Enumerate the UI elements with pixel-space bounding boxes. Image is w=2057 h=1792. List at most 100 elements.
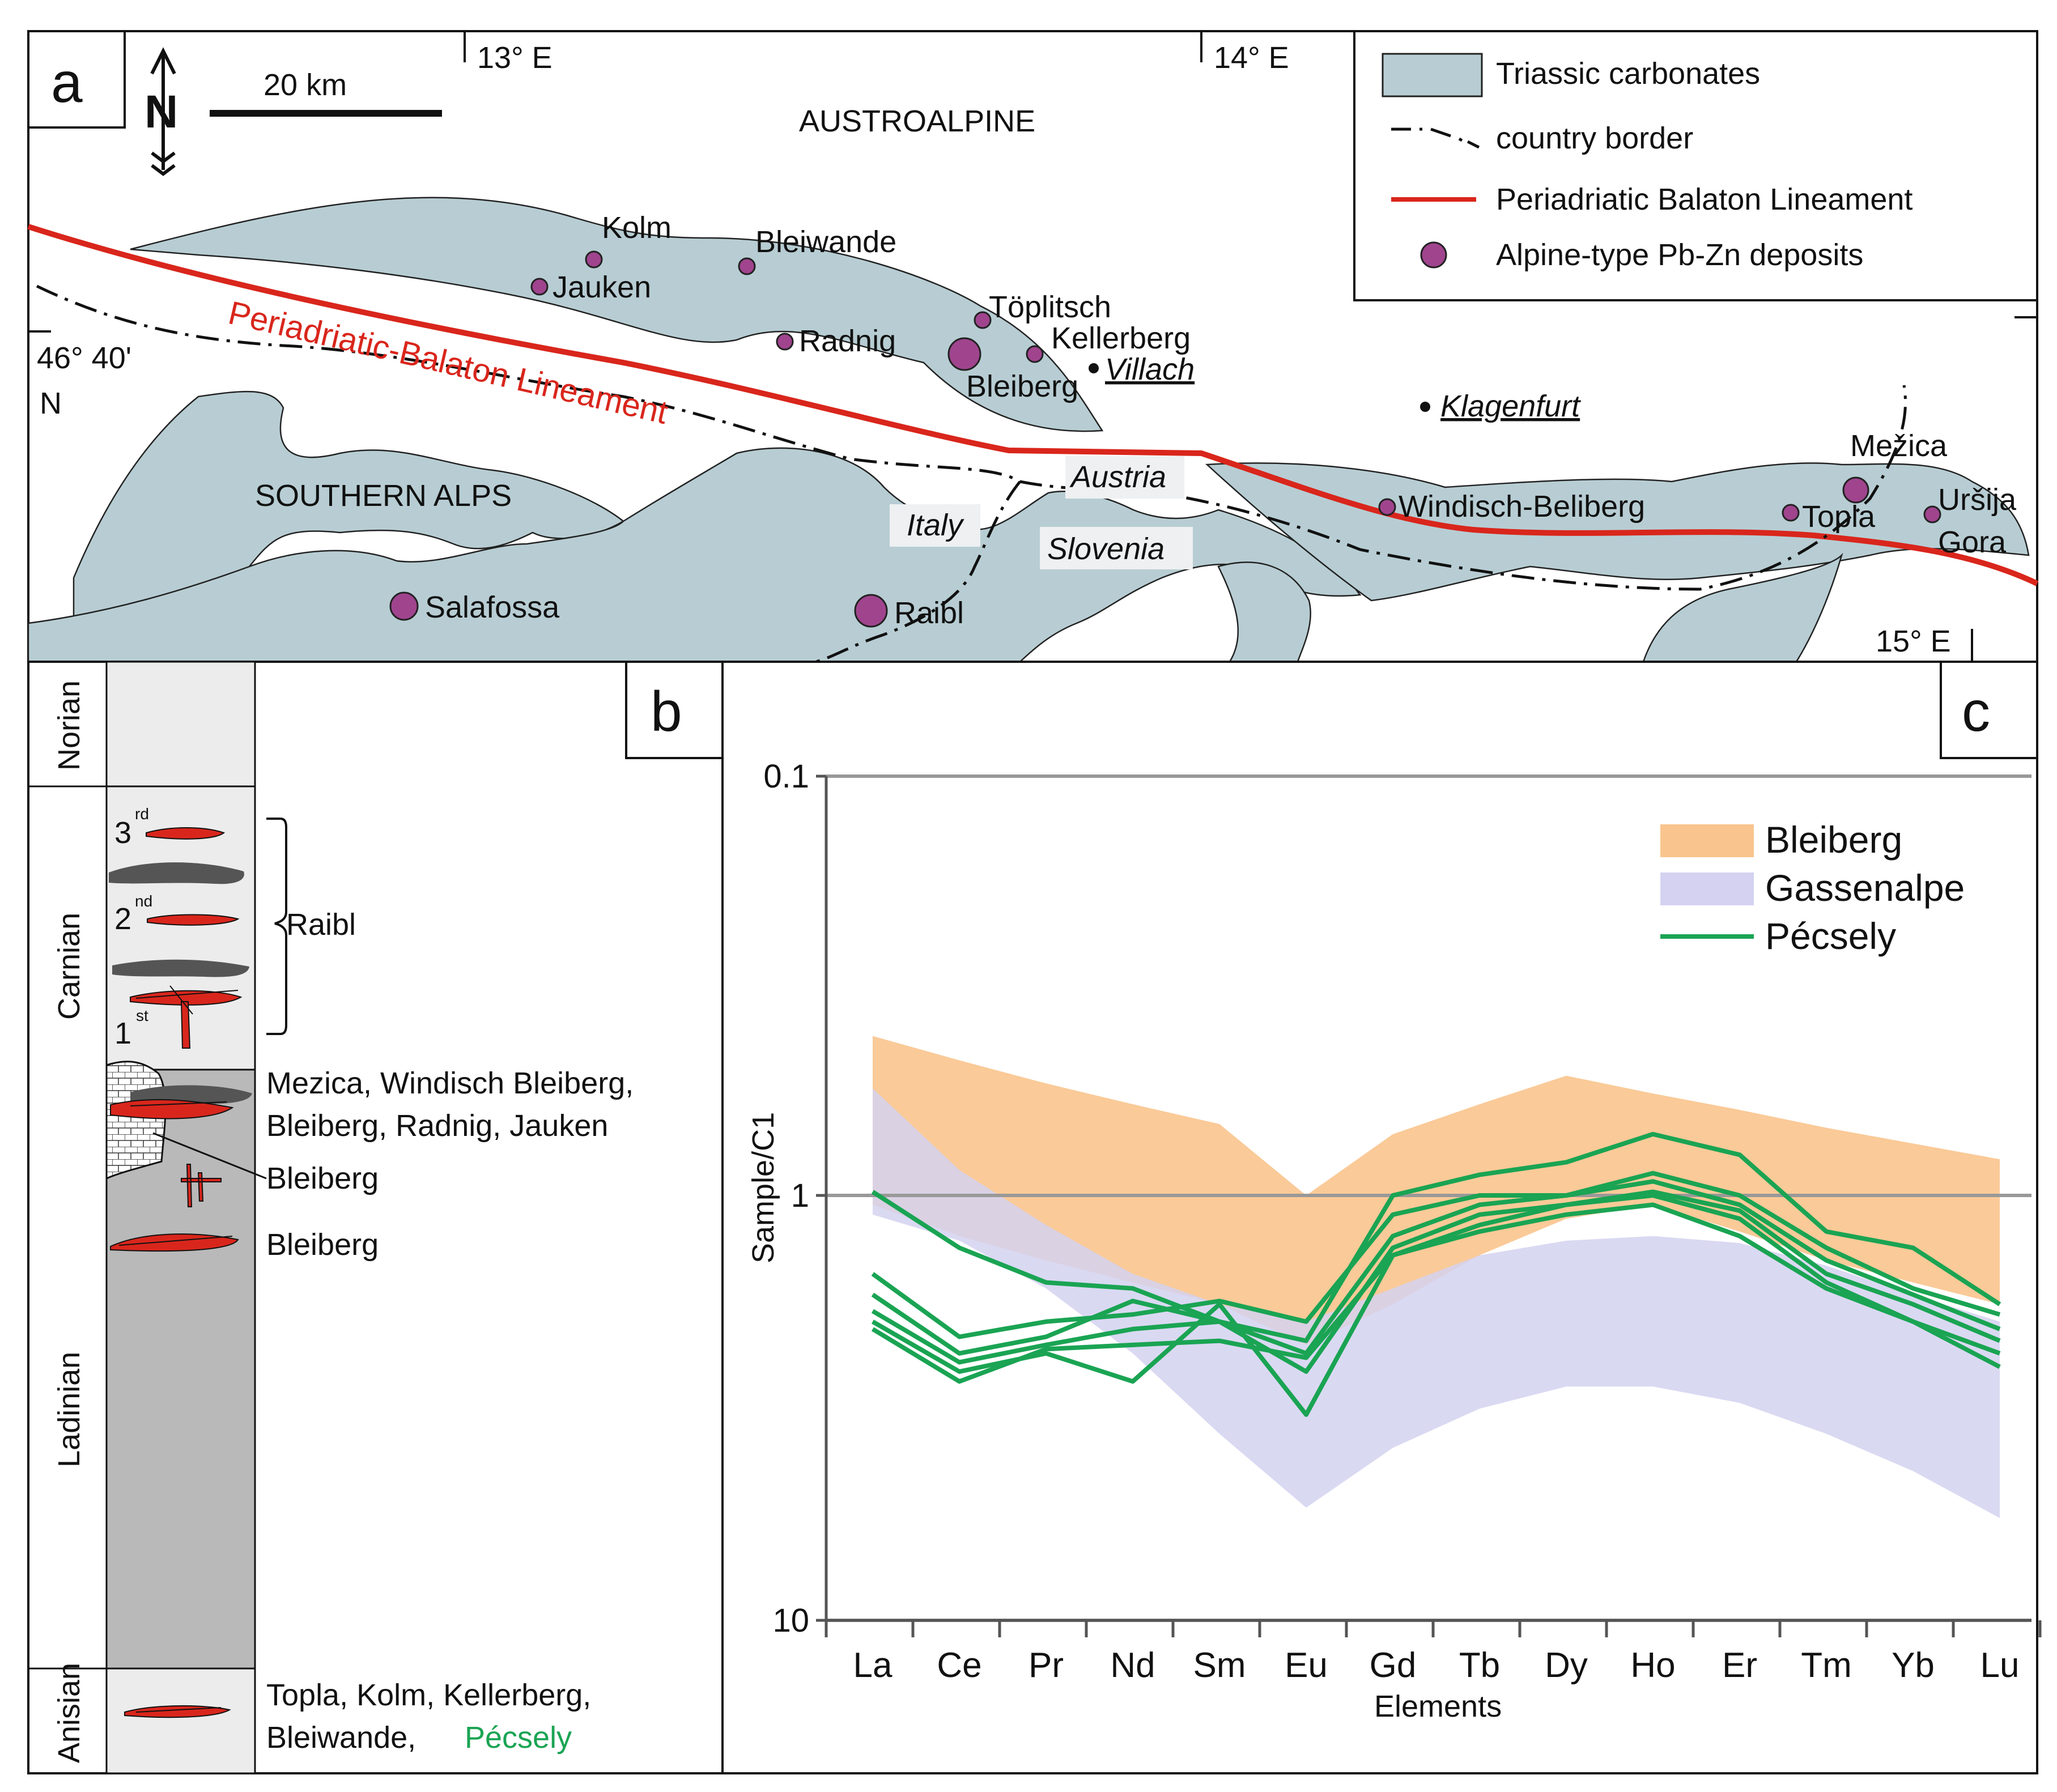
raibl-label: Raibl [286,908,356,942]
horizon-3-suffix: rd [135,805,149,823]
deposit-salafossa: Salafossa [425,590,560,624]
x-tick-label-dy: Dy [1545,1646,1588,1685]
x-tick-label-yb: Yb [1892,1646,1935,1685]
chart-legend: Bleiberg Gassenalpe Pécsely [1660,819,1965,957]
border-austria-italy [36,284,1907,591]
deposit-jauken: Jauken [552,270,651,304]
label-mezica-group-1: Mezica, Windisch Bleiberg, [266,1066,634,1100]
deposit-salafossa-marker [389,591,419,621]
y-tick-label-2: 10 [772,1602,809,1639]
ore-vein-1st [180,1001,191,1049]
region-austroalpine: AUSTROALPINE [799,104,1035,138]
legend-lineament: Periadriatic Balaton Lineament [1496,182,1912,216]
chart-series [871,1131,2001,1417]
x-tick-label-lu: Lu [1980,1646,2020,1685]
band-gassenalpe [873,1088,2000,1518]
label-anisian-2: Bleiwande, [266,1721,416,1755]
series-pecsely-1 [871,1131,2001,1343]
deposit-raibl-marker [854,594,888,628]
deposit-toplitsch-marker [974,311,992,329]
lon-label-14: 14° E [1214,41,1289,75]
deposit-raibl: Raibl [894,596,964,630]
legend-country-border: country border [1496,121,1693,155]
deposit-toplitsch: Töplitsch [989,290,1111,324]
horizon-2-suffix: nd [135,892,152,910]
panel-b-letter-box [625,661,724,759]
stage-ladinian: Ladinian [52,1352,86,1467]
deposit-ursija-marker [1923,505,1941,523]
deposit-bleiwande-marker [738,257,756,275]
lon-label-15: 15° E [1876,624,1951,658]
carbonate-se-block [1642,552,1843,663]
x-tick-label-tb: Tb [1459,1646,1500,1685]
border-italy-slovenia [815,480,1021,663]
x-tick-label-tm: Tm [1801,1646,1852,1685]
town-villach-marker [1089,363,1099,373]
stage-norian: Norian [52,680,86,771]
deposit-topla: Topla [1802,500,1876,534]
y-tick-label-0: 0.1 [763,758,809,795]
map-legend: Triassic carbonates country border Peria… [1353,30,2038,301]
ore-lenses [110,827,243,1718]
graticule-ticks [28,31,2037,662]
raibl-brace [266,818,287,1035]
town-villach: Villach [1105,352,1195,386]
ore-lens-2nd [147,914,240,926]
label-mezica-group-2: Bleiberg, Radnig, Jauken [266,1109,608,1143]
deposit-kolm-marker [585,250,603,269]
chart-bands [873,1036,2000,1518]
deposit-bleiberg-marker [947,337,981,371]
x-tick-label-gd: Gd [1370,1646,1417,1685]
town-klagenfurt: Klagenfurt [1440,389,1581,423]
lat-label: 46° 40' [37,341,131,375]
deposit-kolm: Kolm [602,211,672,245]
horizon-3: 3 [114,816,131,850]
carbonate-middle-lobe [1217,561,1311,663]
legend-deposits: Alpine-type Pb-Zn deposits [1496,238,1863,272]
legend-bleiberg: Bleiberg [1765,819,1902,861]
chart-axes: 0.1 1 10 La Ce Pr Nd Sm Eu Gd Tb Dy Ho Er Tm Yb Lu [763,758,2042,1685]
band-bleiberg [873,1036,2000,1345]
deposit-jauken-marker [530,278,549,296]
panel-a-map: 13° E 14° E 15° E 46° 40' N a N 20 km AU… [27,30,2039,663]
deposit-bleiwande: Bleiwande [755,225,896,259]
panel-b-letter: b [651,680,682,743]
x-tick-label-ho: Ho [1630,1646,1675,1685]
country-austria: Austria [1069,460,1166,494]
y-tick-label-1: 1 [791,1177,809,1214]
lineament-line [27,224,2039,586]
series-pecsely-3 [871,1179,2001,1356]
deposit-radnig-marker [776,333,794,351]
label-pecsely: Pécsely [465,1721,572,1755]
column-norian [105,661,256,788]
chart-xlabel: Elements [1374,1689,1502,1723]
panel-a-letter-box [27,30,126,129]
stage-anisian: Anisian [52,1663,86,1763]
deposit-kellerberg: Kellerberg [1051,321,1191,355]
country-italy: Italy [907,508,964,542]
shale-lens-1 [109,862,244,884]
deposit-bleiberg: Bleiberg [966,369,1078,403]
x-tick-label-sm: Sm [1193,1646,1246,1685]
horizon-1: 1 [114,1016,131,1050]
country-slovenia: Slovenia [1047,532,1164,566]
ore-veins-bleiberg [181,1164,222,1207]
deposit-gora: Gora [1938,525,2007,559]
series-pecsely-2 [871,1170,2001,1339]
horizon-2: 2 [114,902,131,936]
lat-hemisphere: N [40,386,62,420]
ore-lens-3rd [146,827,226,840]
legend-gassenalpe-swatch [1660,872,1754,905]
lon-label-13: 13° E [477,41,552,75]
town-klagenfurt-marker [1420,402,1430,412]
legend-deposit-swatch [1420,241,1447,269]
deposits [389,250,1941,628]
ore-lens-1st [130,990,243,1006]
deposit-mezica: Mežica [1850,429,1948,463]
deposit-kellerberg-marker [1026,345,1044,363]
legend-bleiberg-swatch [1660,824,1754,857]
x-tick-label-pr: Pr [1028,1646,1064,1685]
deposit-windisch-marker [1378,498,1396,516]
ore-stockwork [110,1099,234,1120]
